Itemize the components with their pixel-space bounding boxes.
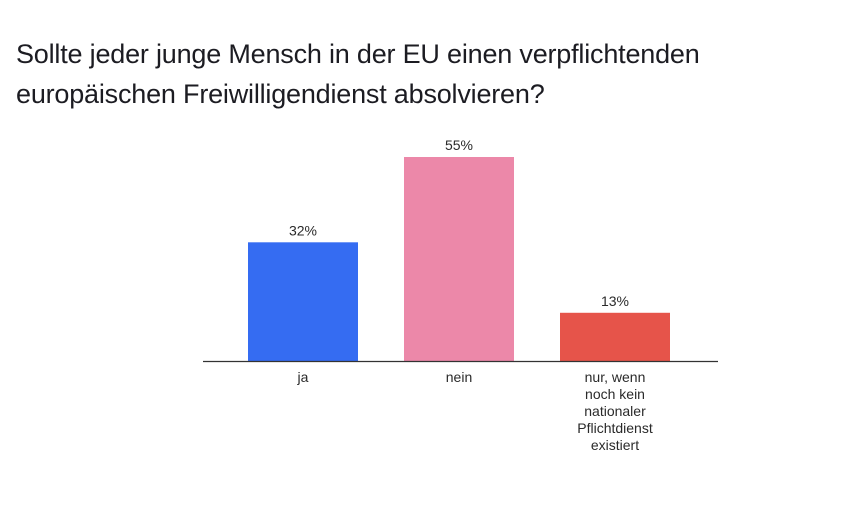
bar-3 <box>560 312 670 361</box>
bar-value-label-1: 32% <box>289 222 317 238</box>
bar-value-label-2: 55% <box>445 137 473 153</box>
category-label-2: nein <box>446 369 472 385</box>
bar-value-label-3: 13% <box>601 293 629 309</box>
bar-2 <box>404 157 514 361</box>
category-label-3: nur, wenn noch kein nationaler Pflichtdiens… <box>577 369 653 453</box>
category-label-1: ja <box>297 369 309 385</box>
bar-1 <box>248 242 358 361</box>
chart-title: Sollte jeder junge Mensch in der EU eine… <box>16 39 700 109</box>
